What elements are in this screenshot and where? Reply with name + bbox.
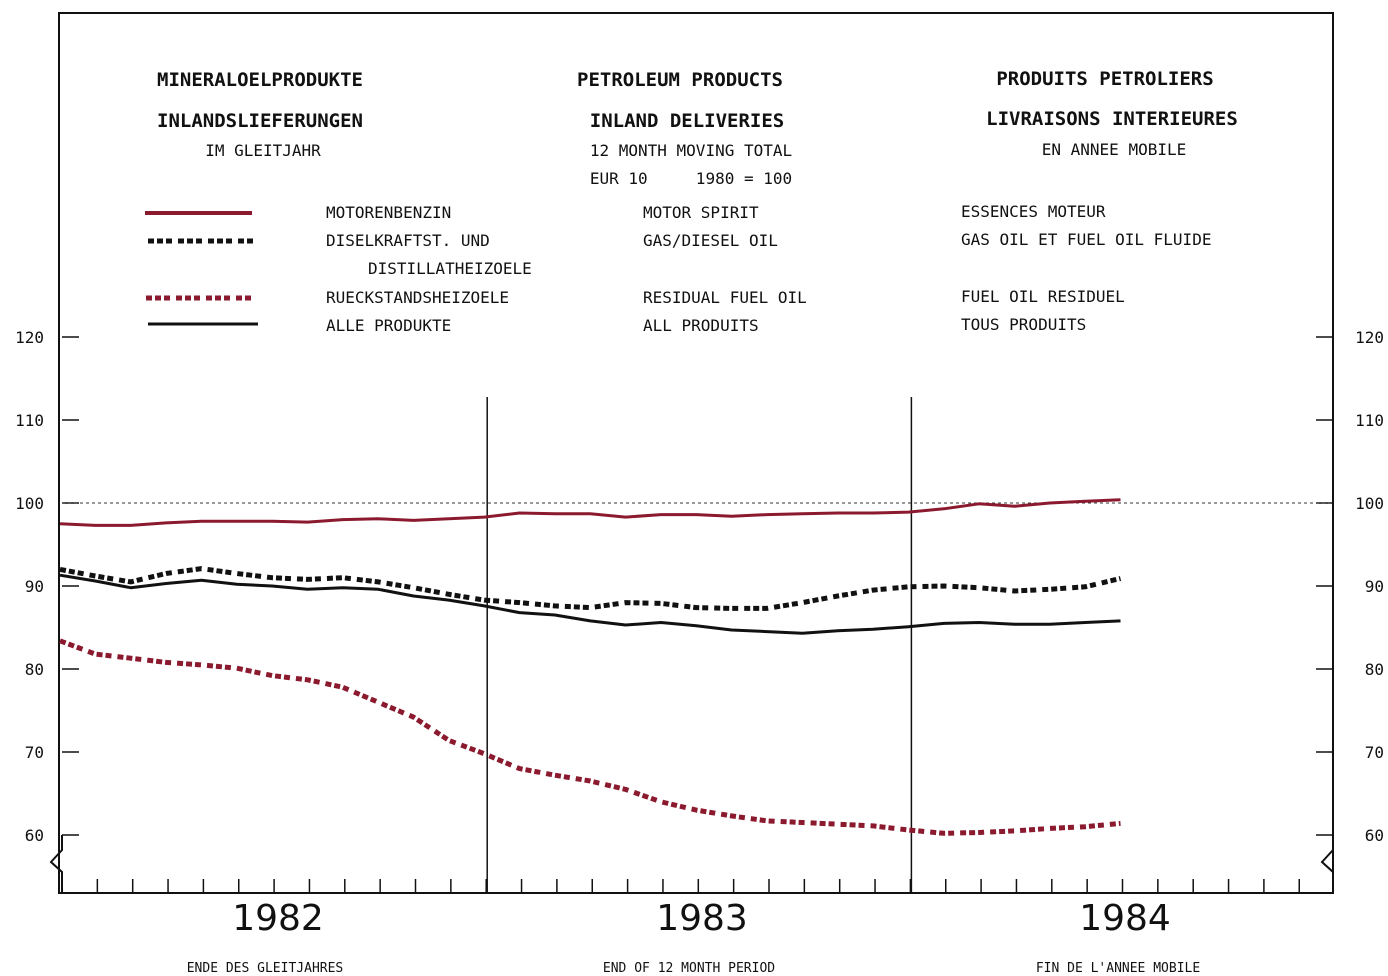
legend-fr-gas-diesel: GAS OIL ET FUEL OIL FLUIDE <box>961 230 1211 249</box>
y-tick-label-left: 120 <box>15 328 44 347</box>
header-en-index: EUR 10 1980 = 100 <box>590 169 792 188</box>
y-axis: 60 60 70 70 80 80 90 90 100 100 110 110 120 120 <box>15 328 1384 893</box>
header-fr-subtitle: LIVRAISONS INTERIEURES <box>986 108 1238 130</box>
y-tick-label-left: 60 <box>25 826 44 845</box>
header-en-basis: 12 MONTH MOVING TOTAL <box>590 141 792 160</box>
y-tick-label-left: 70 <box>25 743 44 762</box>
series-line-0 <box>59 498 1121 527</box>
footer-fr: FIN DE L'ANNEE MOBILE <box>1036 961 1200 976</box>
header-de-subtitle: INLANDSLIEFERUNGEN <box>157 110 363 132</box>
legend-fr-motor-spirit: ESSENCES MOTEUR <box>961 202 1106 221</box>
y-tick-label-left: 110 <box>15 411 44 430</box>
y-tick-label-right: 120 <box>1355 328 1384 347</box>
legend-de-gas-diesel: DISELKRAFTST. UND <box>326 231 490 250</box>
header-en-subtitle: INLAND DELIVERIES <box>590 110 784 132</box>
legend-fr-residual: FUEL OIL RESIDUEL <box>961 287 1125 306</box>
legend-de-motor-spirit: MOTORENBENZIN <box>326 203 451 222</box>
y-tick-label-right: 90 <box>1365 577 1384 596</box>
year-label-1983: 1983 <box>656 898 748 939</box>
header-de-title: MINERALOELPRODUKTE <box>157 69 363 91</box>
series-layer <box>59 498 1122 836</box>
legend-fr-all-products: TOUS PRODUITS <box>961 315 1086 334</box>
y-tick-label-left: 90 <box>25 577 44 596</box>
legend-en-all-products: ALL PRODUITS <box>643 316 759 335</box>
series-line-3 <box>59 573 1121 635</box>
axis-break-left <box>49 835 63 893</box>
y-tick-label-left: 100 <box>15 494 44 513</box>
y-tick-label-right: 60 <box>1365 826 1384 845</box>
series-line-1 <box>59 566 1122 611</box>
footer-de: ENDE DES GLEITJAHRES <box>187 961 344 976</box>
legend-de-gas-diesel-line2: DISTILLATHEIZOELE <box>368 259 532 278</box>
header-de-basis: IM GLEITJAHR <box>205 141 321 160</box>
legend-en-residual: RESIDUAL FUEL OIL <box>643 288 807 307</box>
series-line-2 <box>59 638 1121 836</box>
x-axis <box>62 397 1333 894</box>
y-tick-label-right: 100 <box>1355 494 1384 513</box>
legend-de-all-products: ALLE PRODUKTE <box>326 316 451 335</box>
footer-en: END OF 12 MONTH PERIOD <box>603 961 775 976</box>
y-tick-label-right: 110 <box>1355 411 1384 430</box>
year-label-1984: 1984 <box>1079 898 1171 939</box>
legend-de-residual: RUECKSTANDSHEIZOELE <box>326 288 509 307</box>
y-tick-label-left: 80 <box>25 660 44 679</box>
y-tick-label-right: 70 <box>1365 743 1384 762</box>
header-fr-basis: EN ANNEE MOBILE <box>1042 140 1187 159</box>
y-tick-label-right: 80 <box>1365 660 1384 679</box>
legend-en-gas-diesel: GAS/DIESEL OIL <box>643 231 778 250</box>
year-label-1982: 1982 <box>232 898 324 939</box>
axis-break-right <box>1320 835 1334 893</box>
header-en-title: PETROLEUM PRODUCTS <box>577 69 783 91</box>
header-fr-title: PRODUITS PETROLIERS <box>996 68 1213 90</box>
legend-en-motor-spirit: MOTOR SPIRIT <box>643 203 759 222</box>
